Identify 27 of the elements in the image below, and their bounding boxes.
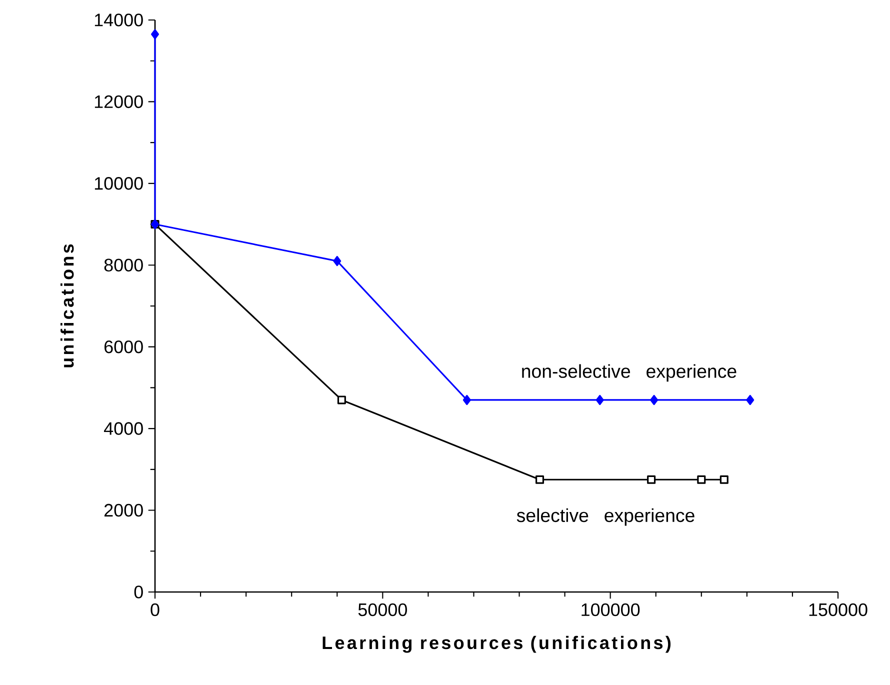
y-axis-title: unifications [60,244,74,368]
series-label: non-selective experience [522,364,736,382]
y-tick-label: 8000 [104,258,143,272]
point [337,396,346,404]
x-tick-label: 100000 [582,603,640,616]
x-tick-label: 0 [150,603,160,616]
point [647,475,656,484]
y-tick-label: 4000 [104,422,143,435]
y-tick-label: 10000 [94,177,143,190]
series-label: selective experience [516,508,694,526]
point [151,29,160,40]
point [333,256,342,266]
x-tick-label: 150000 [809,603,868,616]
x-axis-title: Learning resources (unifications) [322,636,671,653]
point [746,394,754,406]
y-tick-label: 12000 [94,95,143,108]
point [462,394,471,406]
point [650,394,658,406]
x-tick-label: 50000 [358,603,407,616]
y-tick-label: 0 [134,586,143,598]
point [697,475,706,484]
point [720,475,728,484]
point [596,394,604,406]
y-tick-label: 14000 [94,14,143,26]
point [535,475,544,484]
y-tick-label: 2000 [104,504,143,517]
y-tick-label: 6000 [104,340,143,354]
